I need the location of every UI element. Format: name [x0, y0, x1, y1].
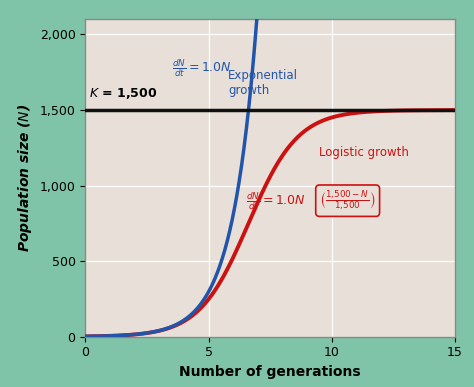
Text: $K$ = 1,500: $K$ = 1,500	[89, 86, 157, 101]
Text: Logistic growth: Logistic growth	[319, 146, 410, 159]
Y-axis label: Population size ($N$): Population size ($N$)	[16, 104, 34, 252]
Text: $\frac{dN}{dt} = 1.0N$: $\frac{dN}{dt} = 1.0N$	[172, 57, 231, 79]
Text: $\frac{dN}{dt} = 1.0N$: $\frac{dN}{dt} = 1.0N$	[246, 190, 305, 212]
Text: $\left(\frac{1{,}500 - N}{1{,}500}\right)$: $\left(\frac{1{,}500 - N}{1{,}500}\right…	[319, 189, 376, 212]
X-axis label: Number of generations: Number of generations	[179, 365, 361, 379]
Text: Exponential
growth: Exponential growth	[228, 69, 298, 97]
